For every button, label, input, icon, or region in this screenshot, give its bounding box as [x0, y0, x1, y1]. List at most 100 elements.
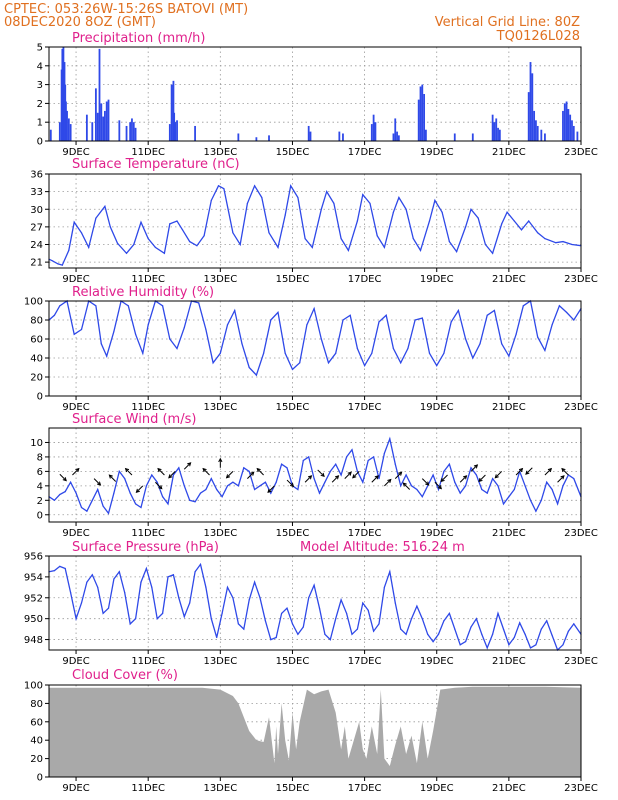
rh-point	[371, 352, 373, 354]
wind-point	[167, 503, 169, 505]
pressure-ytick-label: 950	[24, 614, 43, 625]
temp-panel: 21 24 27 30 33 36 9DEC 11DEC 13DEC 15DEC 17DEC 19DE…	[30, 157, 598, 285]
precip-bar	[571, 120, 573, 141]
pressure-point	[318, 607, 321, 609]
wind-point	[178, 467, 180, 469]
rh-point	[544, 349, 546, 351]
rh-point	[450, 321, 452, 323]
run-date-header: 08DEC2020 8OZ (GMT)	[4, 15, 156, 30]
wind-point	[573, 478, 575, 480]
temp-point	[203, 235, 205, 237]
pressure-point	[394, 602, 396, 604]
wind-arrow-head	[187, 462, 192, 467]
precip-bar	[569, 114, 572, 141]
precip-xtick-label: 11DEC	[131, 147, 165, 158]
pressure-ytick-label: 948	[24, 635, 43, 646]
wind-arrow	[109, 474, 117, 482]
pressure-point	[481, 633, 483, 635]
wind-arrow-head	[547, 467, 553, 473]
wind-arrow-head	[425, 481, 430, 486]
temp-ytick-label: 24	[30, 240, 43, 251]
wind-arrow	[157, 468, 165, 476]
precip-bar	[66, 110, 68, 141]
wind-ytick-label: 2	[37, 496, 43, 507]
cloud-frame	[48, 684, 582, 778]
rh-point	[299, 362, 301, 364]
pressure-point	[324, 633, 326, 635]
pressure-point	[540, 628, 542, 630]
wind-xtick-label: 13DEC	[203, 528, 237, 539]
rh-ytick-label: 0	[37, 392, 43, 403]
rh-point	[59, 305, 61, 307]
pressure-point	[286, 607, 288, 609]
pressure-point	[259, 597, 261, 599]
temp-point	[116, 242, 119, 244]
precip-bar	[173, 112, 176, 141]
pressure-point	[340, 599, 342, 601]
rh-point	[127, 305, 129, 307]
pressure-point	[302, 626, 304, 628]
pressure-point	[205, 586, 207, 588]
rh-point	[198, 302, 200, 304]
pressure-point	[427, 633, 429, 635]
pressure-point	[346, 612, 348, 615]
temp-xtick-label: 15DEC	[276, 274, 310, 285]
temp-point	[405, 208, 407, 210]
rh-point	[392, 347, 394, 350]
wind-point	[259, 485, 261, 487]
wind-point	[562, 485, 564, 487]
precip-bar	[170, 84, 173, 141]
wind-panel: 0 2 4 6 8 10 9DEC 11DEC 13DEC 15DEC 17DEC 19DEC 21DE…	[30, 412, 598, 539]
rh-point	[385, 314, 387, 316]
precip-bar	[132, 122, 135, 141]
pressure-point	[162, 612, 164, 615]
cloud-xtick-label: 15DEC	[276, 783, 310, 794]
pressure-point	[189, 602, 191, 604]
temp-point	[73, 221, 75, 223]
temp-point	[163, 252, 165, 254]
pressure-point	[421, 618, 423, 620]
wind-arrow	[352, 471, 360, 479]
pressure-point	[562, 644, 564, 646]
cloud-xtick-label: 9DEC	[62, 783, 89, 794]
rh-point	[100, 343, 102, 345]
wind-point	[502, 503, 505, 505]
pressure-point	[291, 623, 294, 625]
pressure-point	[519, 622, 521, 624]
rh-point	[147, 324, 149, 326]
precip-xtick-label: 9DEC	[62, 147, 89, 158]
wind-point	[546, 481, 548, 483]
pressure-point	[53, 570, 56, 572]
precip-bar	[396, 131, 398, 141]
temp-point	[376, 235, 378, 237]
rh-point	[291, 368, 294, 370]
wind-point	[400, 485, 402, 487]
pressure-point	[118, 571, 120, 573]
wind-point	[443, 470, 445, 472]
rh-point	[270, 319, 272, 321]
rh-point	[407, 347, 409, 350]
wind-point	[183, 485, 185, 487]
wind-arrow	[93, 478, 101, 486]
rh-point	[537, 336, 539, 338]
precip-bar	[134, 127, 137, 141]
wind-arrow-head	[387, 478, 392, 483]
wind-arrow	[344, 471, 352, 479]
grid-line-label: Vertical Grid Line: 80Z	[435, 15, 580, 30]
temp-point	[140, 221, 142, 223]
temp-point	[217, 185, 220, 187]
rh-ytick-label: 60	[30, 335, 43, 346]
pressure-point	[70, 592, 72, 594]
wind-point	[270, 492, 272, 494]
wind-arrow-head	[256, 467, 261, 473]
wind-point	[226, 485, 229, 487]
pressure-point	[400, 628, 402, 630]
wind-point	[140, 506, 142, 509]
precip-bar	[237, 133, 240, 141]
temp-point	[320, 208, 322, 210]
wind-arrow	[168, 471, 176, 479]
pressure-point	[567, 630, 570, 632]
wind-point	[524, 485, 526, 487]
precip-bar	[535, 120, 537, 141]
